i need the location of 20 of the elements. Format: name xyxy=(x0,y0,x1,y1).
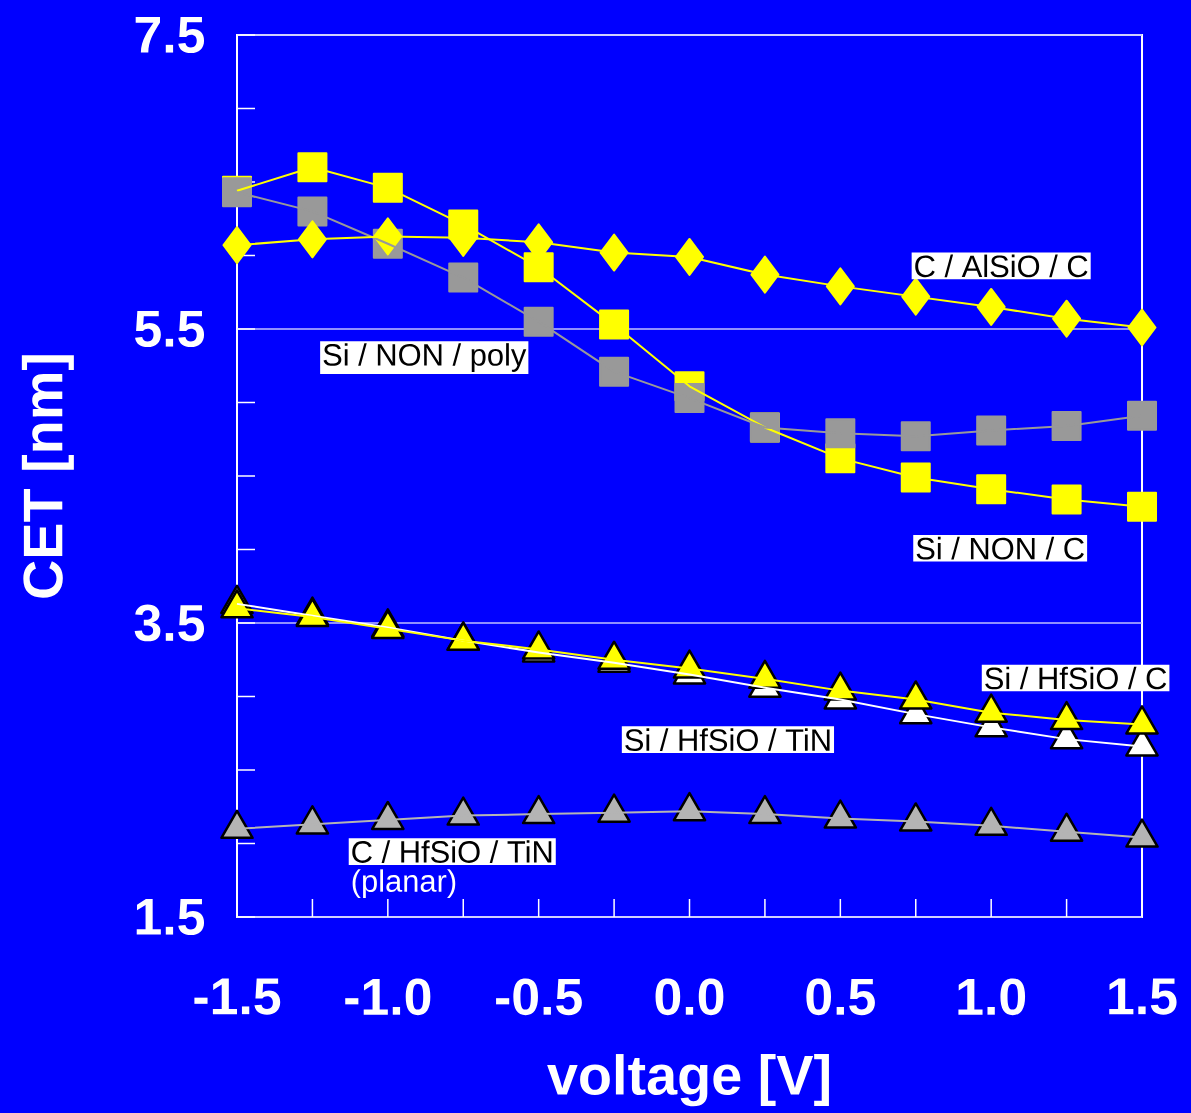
x-axis-title: voltage [V] xyxy=(547,1054,829,1107)
series-label: Si / NON / C xyxy=(916,536,1084,560)
series-label: Si / NON / poly xyxy=(323,343,527,372)
series-label: C / AlSiO / C xyxy=(915,254,1088,278)
series-label: Si / HfSiO / TiN xyxy=(625,728,830,752)
x-tick-label: -0.5 xyxy=(496,978,582,1016)
annotation: (planar) xyxy=(352,869,456,899)
x-tick-label: 1.5 xyxy=(1109,978,1177,1015)
x-tick-label: -1.0 xyxy=(345,978,431,1016)
series-label: Si / HfSiO / C xyxy=(985,666,1167,690)
series-label: C / HfSiO / TiN xyxy=(352,840,552,863)
x-tick-label: 0.5 xyxy=(806,978,875,1016)
x-tick-label: 0.0 xyxy=(655,978,724,1016)
y-tick-label: 3.5 xyxy=(134,604,205,642)
y-tick-label: 5.5 xyxy=(135,310,205,348)
x-tick-label: -1.5 xyxy=(194,978,281,1015)
y-tick-label: 7.5 xyxy=(135,16,205,54)
x-tick-label: 1.0 xyxy=(958,978,1026,1016)
y-axis-title: CET [nm] xyxy=(21,355,74,598)
y-tick-label: 1.5 xyxy=(136,898,205,936)
